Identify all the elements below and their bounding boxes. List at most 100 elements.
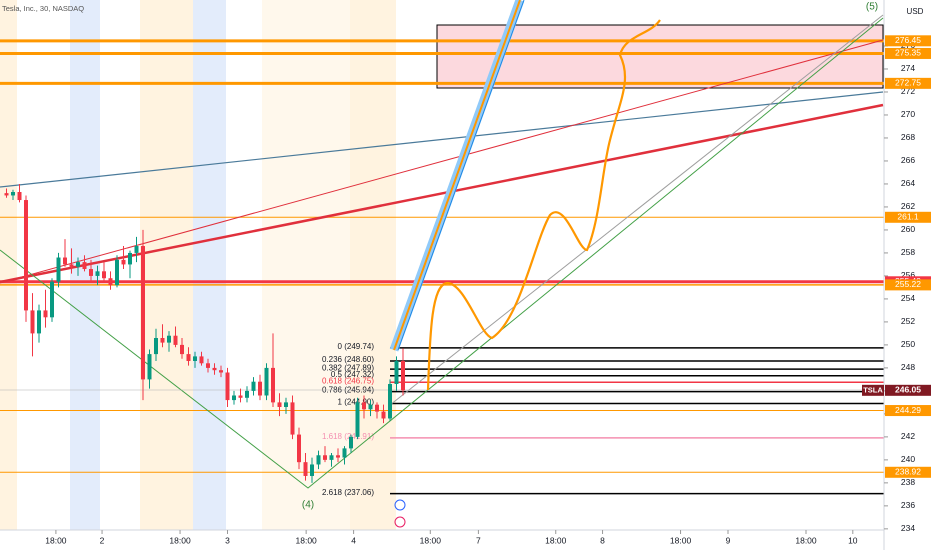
candle-body: [336, 455, 340, 458]
candle-body: [284, 402, 288, 407]
candle-body: [160, 338, 165, 343]
candle-body: [76, 262, 80, 267]
candle-body: [30, 310, 35, 334]
candle-body: [128, 252, 132, 265]
candle-body: [173, 335, 178, 345]
level-label: 238.92: [895, 467, 921, 477]
candle-body: [24, 200, 28, 311]
y-tick-label: 242: [901, 431, 915, 441]
candle-body: [401, 360, 405, 391]
y-tick-label: 238: [901, 477, 915, 487]
y-tick-label: 270: [901, 109, 915, 119]
x-tick-label: 7: [476, 535, 481, 545]
y-tick-label: 272: [901, 86, 915, 96]
candle-body: [180, 344, 184, 355]
candle-body: [167, 335, 171, 343]
candle-body: [258, 381, 262, 396]
y-tick-label: 262: [901, 201, 915, 211]
x-tick-label: 4: [351, 535, 356, 545]
y-tick-label: 258: [901, 247, 915, 257]
candle-body: [134, 246, 139, 253]
candle-body: [154, 338, 158, 355]
candle-body: [186, 354, 191, 361]
level-tag: [885, 211, 931, 223]
candle-body: [394, 360, 399, 384]
candle-body: [277, 402, 282, 407]
fib-label: 2.618 (237.06): [322, 488, 374, 497]
level-tag: [885, 77, 931, 89]
candle-body: [355, 402, 360, 437]
y-tick-label: 266: [901, 155, 915, 165]
y-tick-label: 268: [901, 132, 915, 142]
candle-body: [56, 257, 61, 282]
x-tick-label: 9: [726, 535, 731, 545]
price-tag: [885, 384, 931, 396]
candle-body: [199, 356, 204, 364]
level-label: 276.45: [895, 35, 921, 45]
candle-body: [245, 390, 249, 398]
candle-body: [219, 370, 223, 373]
candle-body: [121, 259, 126, 265]
fib-label: 0.618 (246.75): [322, 376, 374, 385]
fib-label: 0.5 (247.32): [331, 370, 374, 379]
fib-label: 1.618 (241.91): [322, 432, 374, 441]
candle-body: [375, 404, 379, 412]
y-tick-label: 240: [901, 454, 915, 464]
candle-body: [362, 402, 366, 410]
candle-body: [63, 257, 67, 265]
level-label: 255.22: [895, 279, 921, 289]
session-bands: [0, 0, 884, 530]
symbol-tag: [862, 384, 884, 396]
y-tick-label: 236: [901, 500, 915, 510]
x-tick-label: 8: [600, 535, 605, 545]
level-label: 244.29: [895, 405, 921, 415]
candle-body: [206, 363, 210, 368]
x-tick-label: 18:00: [795, 535, 817, 545]
last-price-label: 246.05: [895, 385, 921, 395]
candle-body: [316, 455, 321, 465]
candle-body: [37, 310, 41, 334]
candle-body: [232, 395, 236, 401]
candle-body: [323, 455, 327, 460]
drawings: [0, 0, 884, 528]
x-tick-label: 18:00: [420, 535, 442, 545]
fib-label: 1 (244.90): [338, 398, 375, 407]
candle-body: [329, 455, 334, 460]
wave-label: (4): [302, 500, 314, 511]
candle-body: [251, 381, 256, 391]
y-tick-label: 274: [901, 63, 915, 73]
level-label: 272.75: [895, 78, 921, 88]
y-tick-label: 248: [901, 362, 915, 372]
candle-body: [102, 271, 106, 279]
symbol-label: TSLA: [863, 385, 883, 394]
level-label: 261.1: [897, 212, 919, 222]
fib-label: 0.236 (248.60): [322, 355, 374, 364]
candle-body: [50, 281, 54, 318]
candle-body: [108, 278, 113, 286]
candle-body: [69, 264, 74, 267]
candle-body: [17, 191, 22, 201]
candle-body: [4, 193, 9, 196]
price-axis: [884, 0, 932, 550]
fib-label: 0 (249.74): [338, 342, 375, 351]
y-tick-label: 264: [901, 178, 915, 188]
x-tick-label: 18:00: [169, 535, 191, 545]
candle-body: [290, 402, 295, 435]
candle-body: [89, 269, 93, 276]
level-label: 275.35: [895, 48, 921, 58]
x-tick-label: 2: [100, 535, 105, 545]
candle-body: [82, 262, 87, 270]
chart-title: Tesla, Inc., 30, NASDAQ: [2, 4, 84, 13]
candle-body: [238, 395, 243, 398]
candle-body: [342, 448, 347, 458]
y-tick-label: 256: [901, 270, 915, 280]
x-tick-label: 18:00: [45, 535, 67, 545]
candle-body: [381, 411, 386, 419]
level-tag: [885, 35, 931, 47]
candle-body: [43, 310, 48, 318]
candle-body: [368, 404, 373, 410]
candle-body: [95, 271, 100, 276]
candle-body: [115, 259, 119, 286]
candle-body: [303, 462, 308, 476]
